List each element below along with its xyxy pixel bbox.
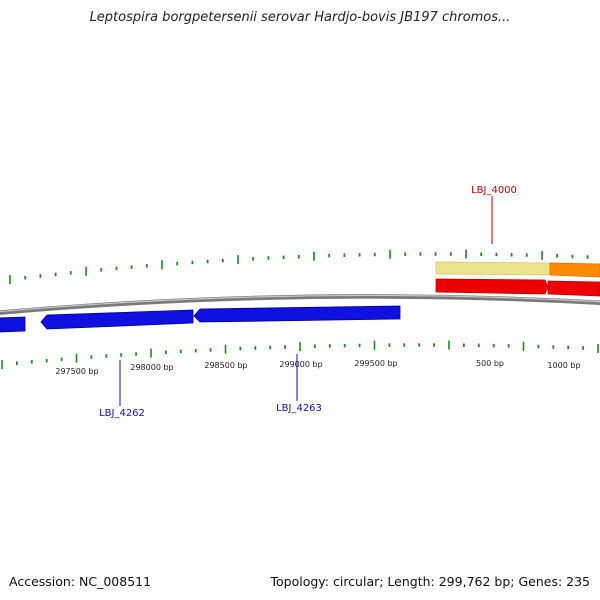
- scale-label: 299000 bp: [279, 360, 322, 369]
- outer-tick-ring: [9, 249, 589, 284]
- feature-blue-3[interactable]: [193, 305, 401, 323]
- scale-label: 1000 bp: [547, 361, 580, 370]
- feature-label-lbj-4263[interactable]: LBJ_4263: [276, 403, 322, 414]
- feature-light-yellow[interactable]: [435, 261, 551, 276]
- feature-blue-1[interactable]: [0, 316, 26, 333]
- feature-orange[interactable]: [549, 262, 600, 278]
- inner-tick-ring: [1, 340, 599, 370]
- feature-red-2[interactable]: [547, 280, 600, 297]
- accession-label: Accession: NC_008511: [9, 574, 152, 589]
- scale-label: 298500 bp: [204, 361, 247, 370]
- feature-blue-2[interactable]: [40, 309, 194, 330]
- map-title: Leptospira borgpetersenii serovar Hardjo…: [89, 10, 511, 25]
- scale-label: 500 bp: [476, 359, 504, 368]
- genome-backbone-highlight: [0, 294, 600, 313]
- genome-backbone: [0, 294, 600, 315]
- genome-summary: Topology: circular; Length: 299,762 bp; …: [270, 574, 591, 589]
- feature-red-1[interactable]: [435, 278, 549, 295]
- scale-label: 298000 bp: [130, 363, 173, 372]
- feature-label-lbj-4000[interactable]: LBJ_4000: [471, 185, 517, 196]
- scale-label: 297500 bp: [55, 367, 98, 376]
- feature-label-lbj-4262[interactable]: LBJ_4262: [99, 408, 145, 419]
- scale-label: 299500 bp: [354, 359, 397, 368]
